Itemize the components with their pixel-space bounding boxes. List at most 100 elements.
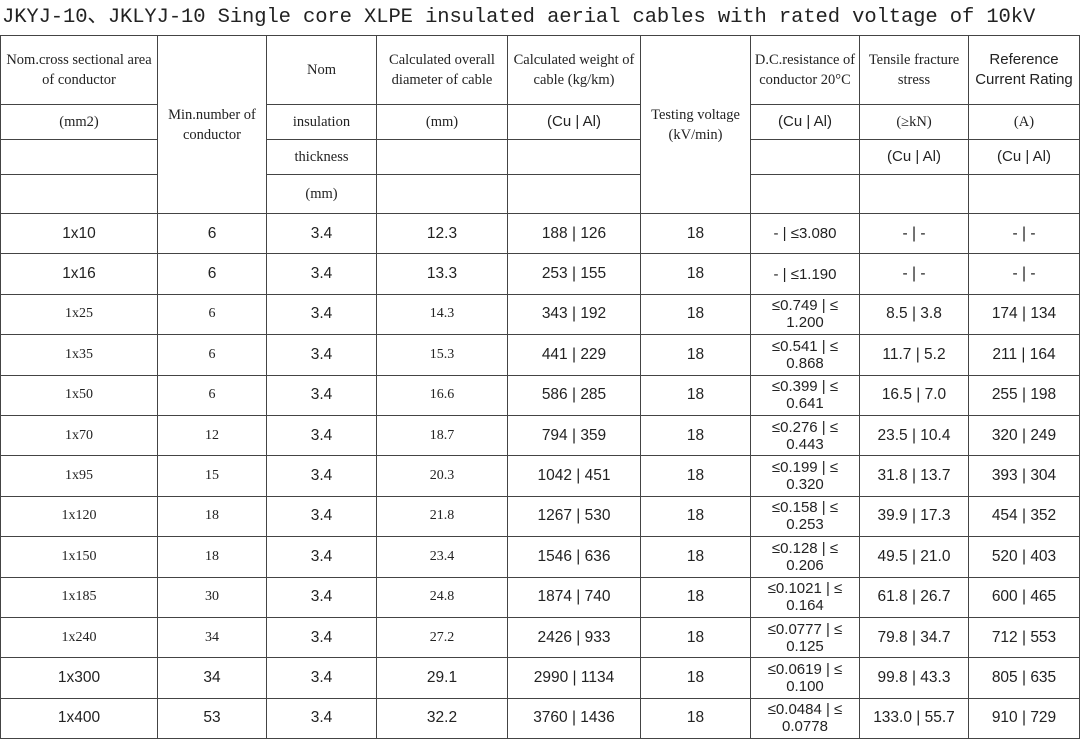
header-cell: Reference Current Rating [968, 35, 1080, 105]
table-row: 1x120 18 3.4 21.8 1267 | 530 18 ≤0.158 | ≤ 0.2… [0, 495, 1080, 538]
table-cell: 34 [157, 657, 267, 699]
table-cell: 3.4 [266, 334, 377, 376]
table-cell: 1x400 [0, 697, 158, 740]
table-cell: ≤0.276 | ≤ 0.443 [750, 414, 860, 457]
header-cell: Calculated overall diameter of cable [376, 35, 508, 105]
table-row: 1x16 6 3.4 13.3 253 | 155 18- | ≤1.190- | -- … [0, 253, 1080, 295]
table-cell: ≤0.749 | ≤ 1.200 [750, 293, 860, 336]
table-cell: 6 [157, 212, 267, 255]
table-cell: 3.4 [266, 616, 377, 659]
table-cell: 18 [640, 536, 751, 578]
cable-table: Nom.cross sectional area of conductor Mi… [0, 35, 1080, 740]
table-cell: 18 [640, 576, 751, 618]
table-cell: 794 | 359 [507, 414, 641, 457]
table-cell: 2426 | 933 [507, 616, 641, 659]
header-cell: (Cu | Al) [859, 139, 969, 175]
table-cell: 18 [640, 414, 751, 457]
header-cell: (≥kN) [859, 104, 969, 140]
table-cell: 6 [157, 334, 267, 376]
table-row: 1x95 15 3.4 20.3 1042 | 451 18 ≤0.199 | ≤ 0.32… [0, 455, 1080, 497]
table-cell: 320 | 249 [968, 414, 1080, 457]
header-cell: (mm) [376, 104, 508, 140]
table-cell: 18 [157, 536, 267, 578]
table-cell: 34 [157, 616, 267, 659]
empty-cell [0, 174, 158, 214]
table-cell: 32.2 [376, 697, 508, 740]
table-row: 1x25 6 3.4 14.3 343 | 192 18 ≤0.749 | ≤ 1.200 8… [0, 293, 1080, 336]
header-cell: Calculated weight of cable (kg/km) [507, 35, 641, 105]
table-cell: 1546 | 636 [507, 536, 641, 578]
table-cell: ≤0.541 | ≤ 0.868 [750, 334, 860, 376]
table-cell: 600 | 465 [968, 576, 1080, 618]
table-row: 1x70 12 3.4 18.7 794 | 359 18 ≤0.276 | ≤ 0.443… [0, 414, 1080, 457]
table-cell: 1x185 [0, 576, 158, 618]
table-cell: 1x300 [0, 657, 158, 699]
header-cell: (A) [968, 104, 1080, 140]
table-cell: 3760 | 1436 [507, 697, 641, 740]
table-cell: - | - [968, 212, 1080, 255]
table-cell: 3.4 [266, 536, 377, 578]
table-cell: 1x25 [0, 293, 158, 336]
table-body: 1x10 6 3.4 12.3 188 | 126 18- | ≤3.080- | -- … [0, 212, 1080, 740]
empty-cell [376, 174, 508, 214]
table-cell: ≤0.0619 | ≤ 0.100 [750, 657, 860, 699]
table-cell: ≤0.0484 | ≤ 0.0778 [750, 697, 860, 740]
table-cell: 1874 | 740 [507, 576, 641, 618]
table-cell: 18.7 [376, 414, 508, 457]
table-cell: 805 | 635 [968, 657, 1080, 699]
header-cell: (Cu | Al) [968, 139, 1080, 175]
table-cell: 3.4 [266, 253, 377, 295]
table-cell: 1x150 [0, 536, 158, 578]
table-cell: 12 [157, 414, 267, 457]
header-cell: Tensile fracture stress [859, 35, 969, 105]
table-cell: 1x35 [0, 334, 158, 376]
table-cell: 18 [640, 495, 751, 538]
table-cell: 520 | 403 [968, 536, 1080, 578]
table-row: 1x300 34 3.4 29.1 2990 | 1134 18 ≤0.0619 | ≤ 0… [0, 657, 1080, 699]
header-cell: Nom [266, 35, 377, 105]
table-row: 1x185 30 3.4 24.8 1874 | 740 18 ≤0.1021 | ≤ 0.… [0, 576, 1080, 618]
empty-cell [968, 174, 1080, 214]
empty-cell [859, 174, 969, 214]
table-cell: 21.8 [376, 495, 508, 538]
table-cell: 16.5 | 7.0 [859, 374, 969, 416]
table-cell: 188 | 126 [507, 212, 641, 255]
table-cell: 133.0 | 55.7 [859, 697, 969, 740]
table-cell: ≤0.0777 | ≤ 0.125 [750, 616, 860, 659]
table-cell: 18 [157, 495, 267, 538]
empty-cell [750, 174, 860, 214]
table-cell: 6 [157, 253, 267, 295]
table-cell: 2990 | 1134 [507, 657, 641, 699]
table-cell: 39.9 | 17.3 [859, 495, 969, 538]
table-cell: 1x10 [0, 212, 158, 255]
table-cell: 1x50 [0, 374, 158, 416]
table-cell: 1042 | 451 [507, 455, 641, 497]
empty-cell [0, 139, 158, 175]
table-row: 1x35 6 3.4 15.3 441 | 229 18 ≤0.541 | ≤ 0.868 1… [0, 334, 1080, 376]
table-cell: 18 [640, 253, 751, 295]
table-cell: ≤0.158 | ≤ 0.253 [750, 495, 860, 538]
table-cell: 3.4 [266, 293, 377, 336]
table-cell: 13.3 [376, 253, 508, 295]
table-cell: 18 [640, 455, 751, 497]
empty-cell [507, 139, 641, 175]
table-cell: 3.4 [266, 212, 377, 255]
header-cell: Nom.cross sectional area of conductor [0, 35, 158, 105]
table-cell: 1x240 [0, 616, 158, 659]
table-cell: 343 | 192 [507, 293, 641, 336]
table-row: 1x240 34 3.4 27.2 2426 | 933 18 ≤0.0777 | ≤ 0.… [0, 616, 1080, 659]
table-cell: 18 [640, 697, 751, 740]
table-cell: 910 | 729 [968, 697, 1080, 740]
header-cell: Min.number of conductor [157, 35, 267, 214]
table-head: Nom.cross sectional area of conductor Mi… [0, 35, 1080, 214]
table-cell: 18 [640, 212, 751, 255]
table-cell: 61.8 | 26.7 [859, 576, 969, 618]
table-cell: 18 [640, 374, 751, 416]
table-cell: 6 [157, 293, 267, 336]
table-cell: 53 [157, 697, 267, 740]
table-cell: 3.4 [266, 697, 377, 740]
table-cell: 1267 | 530 [507, 495, 641, 538]
table-cell: 253 | 155 [507, 253, 641, 295]
table-cell: 14.3 [376, 293, 508, 336]
